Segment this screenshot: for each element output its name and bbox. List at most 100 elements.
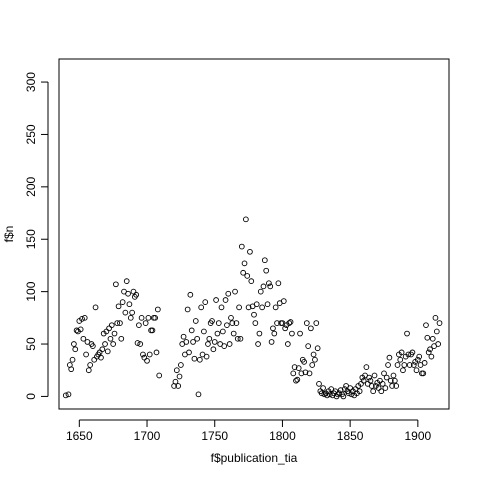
data-point — [107, 326, 112, 331]
data-point — [131, 289, 136, 294]
data-point — [120, 300, 125, 305]
data-point — [256, 342, 261, 347]
data-point — [212, 340, 217, 345]
data-point — [308, 326, 313, 331]
data-point — [285, 342, 290, 347]
x-tick-label: 1800 — [269, 429, 296, 443]
data-point — [108, 336, 113, 341]
data-point — [199, 305, 204, 310]
data-point — [177, 374, 182, 379]
data-point — [126, 291, 131, 296]
data-point — [181, 334, 186, 339]
data-point — [86, 368, 91, 373]
data-point — [192, 356, 197, 361]
data-point — [269, 340, 274, 345]
data-point — [146, 315, 151, 320]
data-point — [276, 281, 281, 286]
data-point — [157, 373, 162, 378]
data-point — [402, 363, 407, 368]
data-point — [288, 320, 293, 325]
data-point — [295, 377, 300, 382]
data-point — [187, 350, 192, 355]
data-point — [124, 279, 129, 284]
y-tick-label: 50 — [24, 337, 38, 351]
data-point — [414, 368, 419, 373]
data-points — [63, 217, 442, 399]
data-point — [188, 292, 193, 297]
y-tick-label: 150 — [24, 229, 38, 249]
y-tick-label: 0 — [24, 393, 38, 400]
data-point — [155, 307, 160, 312]
data-point — [258, 289, 263, 294]
data-point — [229, 315, 234, 320]
data-point — [211, 347, 216, 352]
data-point — [219, 305, 224, 310]
data-point — [252, 312, 257, 317]
data-point — [291, 371, 296, 376]
data-point — [112, 331, 117, 336]
data-point — [70, 357, 75, 362]
data-point — [298, 331, 303, 336]
data-point — [178, 363, 183, 368]
data-point — [395, 363, 400, 368]
data-point — [220, 329, 225, 334]
data-point — [145, 358, 150, 363]
data-point — [422, 360, 427, 365]
data-point — [264, 268, 269, 273]
data-point — [189, 328, 194, 333]
data-point — [185, 307, 190, 312]
data-point — [204, 354, 209, 359]
data-point — [314, 321, 319, 326]
data-point — [116, 304, 121, 309]
data-point — [119, 336, 124, 341]
x-tick-label: 1650 — [66, 429, 93, 443]
data-point — [154, 350, 159, 355]
data-point — [272, 331, 277, 336]
data-point — [242, 261, 247, 266]
data-point — [109, 323, 114, 328]
data-point — [206, 342, 211, 347]
data-point — [100, 347, 105, 352]
data-point — [387, 355, 392, 360]
data-point — [249, 279, 254, 284]
data-point — [306, 344, 311, 349]
x-axis-label: f$publication_tia — [211, 451, 298, 465]
data-point — [111, 342, 116, 347]
data-point — [401, 368, 406, 373]
data-point — [313, 357, 318, 362]
data-point — [364, 365, 369, 370]
data-point — [113, 282, 118, 287]
data-point — [304, 321, 309, 326]
data-point — [143, 321, 148, 326]
data-point — [391, 373, 396, 378]
data-point — [202, 329, 207, 334]
x-tick-label: 1850 — [337, 429, 364, 443]
data-point — [73, 347, 78, 352]
data-point — [195, 336, 200, 341]
data-point — [434, 329, 439, 334]
data-point — [222, 344, 227, 349]
data-point — [398, 357, 403, 362]
data-point — [430, 336, 435, 341]
data-point — [253, 321, 258, 326]
data-point — [225, 323, 230, 328]
data-point — [271, 326, 276, 331]
data-point — [315, 346, 320, 351]
data-point — [248, 249, 253, 254]
y-tick-label: 300 — [24, 72, 38, 92]
data-point — [84, 352, 89, 357]
data-point — [290, 331, 295, 336]
x-tick-label: 1700 — [134, 429, 161, 443]
data-point — [216, 321, 221, 326]
y-tick-label: 200 — [24, 177, 38, 197]
data-point — [239, 244, 244, 249]
data-point — [405, 331, 410, 336]
data-point — [254, 302, 259, 307]
data-point — [257, 331, 262, 336]
data-point — [103, 342, 108, 347]
data-point — [137, 323, 142, 328]
data-point — [237, 305, 242, 310]
data-point — [433, 315, 438, 320]
y-tick-label: 250 — [24, 124, 38, 144]
y-axis: 0 50 100 150 200 250 300 — [24, 72, 48, 400]
